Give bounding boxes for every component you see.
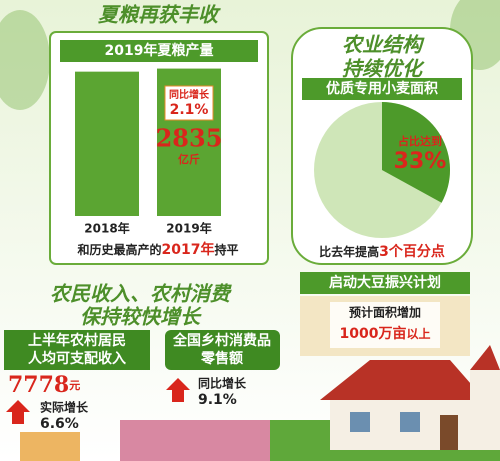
house-wall <box>470 370 500 450</box>
retail-label: 全国乡村消费品 <box>172 332 271 349</box>
real-growth: 6.6% <box>40 416 79 432</box>
retail-label-box <box>165 330 280 370</box>
structure-subtitle: 优质专用小麦面积 <box>326 80 438 97</box>
real-growth-label: 实际增长 <box>40 400 89 415</box>
output-value: 2835 <box>156 124 223 153</box>
structure-title: 农业结构 <box>342 33 425 57</box>
growth-value: 2.1% <box>170 102 209 118</box>
share-value: 33% <box>394 149 447 174</box>
door <box>440 415 458 450</box>
shoes-deco <box>20 432 80 461</box>
grain-subtitle: 2019年夏粮产量 <box>105 42 214 59</box>
roof <box>320 360 485 400</box>
structure-header <box>302 78 462 100</box>
income-label-box <box>4 330 150 370</box>
x-tick-label: 2019年 <box>166 221 211 236</box>
share-label: 占比达到 <box>398 134 442 148</box>
structure-note: 比去年提高3个百分点 <box>319 243 445 260</box>
window <box>400 412 420 432</box>
growth-label: 同比增长 <box>169 88 210 101</box>
bar <box>75 71 139 216</box>
grain-title: 夏粮再获丰收 <box>98 3 221 27</box>
soybean-line1: 预计面积增加 <box>349 305 421 320</box>
grain-note: 和历史最高产的2017年持平 <box>77 241 239 258</box>
growth-box <box>164 85 214 121</box>
soybean-header <box>300 272 470 294</box>
output-unit: 亿斤 <box>178 152 200 166</box>
income-title: 保持较快增长 <box>80 305 202 329</box>
income-label: 上半年农村居民 <box>28 332 126 349</box>
leaf-deco <box>0 10 50 110</box>
retail-growth-label: 同比增长 <box>198 376 247 391</box>
window <box>350 412 370 432</box>
soybean-card <box>330 302 440 348</box>
up-arrow <box>166 378 190 402</box>
soybean-title: 启动大豆振兴计划 <box>329 274 441 291</box>
income-label: 人均可支配收入 <box>28 350 126 367</box>
soybean-line2: 1000万亩以上 <box>340 325 431 342</box>
x-tick-label: 2018年 <box>84 221 129 236</box>
pie-slice <box>382 102 450 203</box>
grain-header <box>60 40 258 62</box>
income-title: 农民收入、农村消费 <box>50 282 232 306</box>
structure-title: 持续优化 <box>342 57 425 81</box>
up-arrow <box>6 400 30 424</box>
retail-growth: 9.1% <box>198 392 237 408</box>
roof <box>470 345 500 370</box>
retail-label: 零售额 <box>200 350 243 367</box>
income-value: 7778元 <box>8 372 80 398</box>
